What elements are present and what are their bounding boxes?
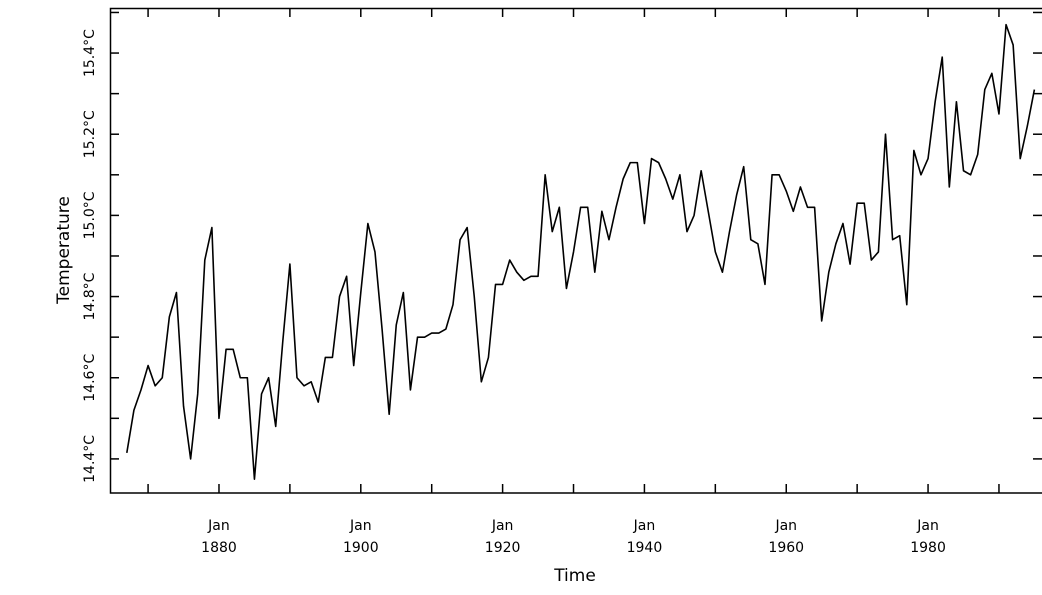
x-tick-label: Jan 1920 <box>485 518 521 556</box>
y-tick-label: 14.4°C <box>82 435 98 483</box>
x-tick-label: Jan 1900 <box>343 518 379 556</box>
x-tick-label: Jan 1980 <box>910 518 946 556</box>
plot-frame <box>109 7 1042 494</box>
x-axis-title: Time <box>553 566 596 586</box>
x-tick-label: Jan 1940 <box>627 518 663 556</box>
y-tick-label: 15.0°C <box>82 191 98 239</box>
y-tick-label: 15.4°C <box>82 29 98 77</box>
x-tick-label: Jan 1960 <box>768 518 804 556</box>
data-line <box>126 23 1036 480</box>
y-tick-label: 15.2°C <box>82 110 98 158</box>
y-tick-label: 14.8°C <box>82 272 98 320</box>
x-tick-label: Jan 1880 <box>201 518 237 556</box>
y-axis-title: Temperature <box>54 196 74 305</box>
y-tick-label: 14.6°C <box>82 354 98 402</box>
